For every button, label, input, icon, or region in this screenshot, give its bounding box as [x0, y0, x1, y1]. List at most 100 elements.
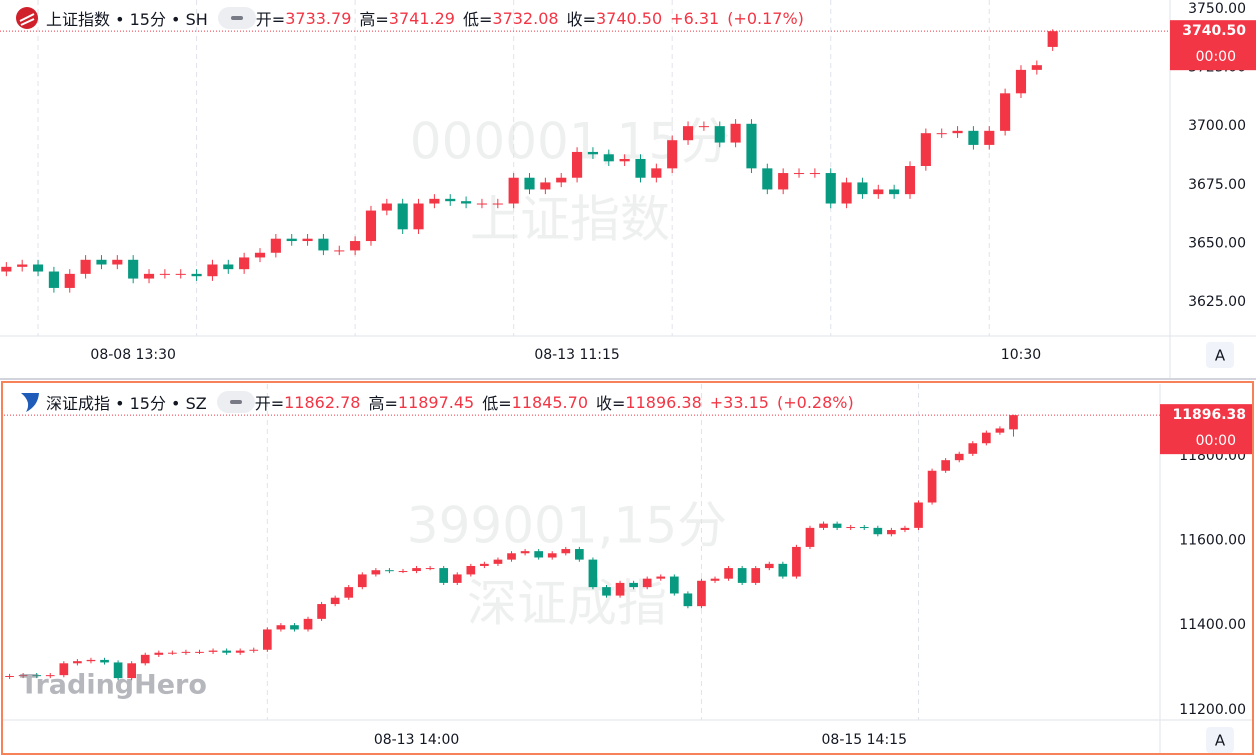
ohlc-value: 11896.38: [625, 392, 702, 412]
candle-body: [86, 659, 96, 662]
legend-header: 深证成指 • 15分 • SZ 开= 11862.78 高= 11897.45 低= 118…: [46, 391, 854, 413]
candle-body: [476, 203, 488, 205]
y-tick-label: 11200.00: [1179, 702, 1246, 718]
candle-body: [249, 649, 259, 651]
symbol-title: 深证成指 • 15分 • SZ: [46, 394, 207, 413]
candle-body: [64, 273, 75, 288]
candle-body: [698, 126, 709, 128]
candle-body: [425, 568, 435, 570]
candle-body: [914, 502, 923, 528]
candle-body: [493, 559, 503, 564]
candle-body: [452, 574, 462, 583]
candle-body: [412, 568, 421, 572]
watermark: 000001,15分: [410, 113, 730, 171]
candle-body: [113, 662, 123, 679]
candle-body: [357, 574, 367, 588]
ohlc-value: 11862.78: [284, 392, 361, 412]
candle-body: [195, 651, 204, 653]
candle-body: [524, 177, 535, 190]
auto-scale-button[interactable]: A: [1206, 342, 1234, 368]
candle-body: [48, 271, 59, 288]
candle-body: [1031, 65, 1042, 70]
legend-header: 上证指数 • 15分 • SH 开= 3733.79 高= 3741.29 低= 3732.…: [46, 7, 804, 29]
candle-body: [764, 563, 774, 569]
visibility-toggle[interactable]: [216, 391, 255, 413]
candle-body: [1, 266, 12, 272]
candle-body: [445, 198, 456, 202]
candle-body: [714, 126, 725, 143]
candle-body: [778, 563, 788, 577]
candle-body: [181, 651, 191, 653]
candle-body: [100, 659, 109, 663]
change-value: +6.31: [670, 8, 720, 28]
candle-body: [936, 133, 947, 135]
ohlc-value: 3732.08: [492, 8, 559, 28]
auto-scale-button[interactable]: A: [1206, 727, 1234, 753]
candle-body: [920, 133, 931, 167]
ohlc-label: 收=: [596, 394, 626, 413]
candle-body: [968, 443, 978, 454]
candle-body: [159, 273, 170, 275]
last-price-box: [1170, 20, 1256, 71]
candle-body: [619, 158, 630, 162]
candle-body: [262, 629, 272, 650]
candle-body: [667, 140, 678, 169]
candle-body: [507, 553, 516, 560]
candle-body: [96, 259, 107, 265]
x-tick-label: 08-08 13:30: [90, 347, 175, 363]
candle-body: [792, 546, 801, 577]
x-tick-label: 08-13 11:15: [534, 347, 619, 363]
change-percent: (+0.17%): [727, 8, 804, 28]
candle-body: [154, 652, 164, 655]
symbol-icon-mark: [19, 13, 35, 26]
candle-body: [398, 571, 408, 573]
candle-body: [873, 189, 884, 195]
candle-body: [270, 238, 281, 253]
candle-body: [365, 210, 377, 242]
candle-body: [575, 549, 584, 560]
candle-body: [32, 675, 42, 677]
candle-body: [223, 264, 234, 270]
change-value: +33.15: [709, 392, 769, 412]
candle-body: [642, 578, 652, 588]
last-price-box: [1160, 404, 1252, 455]
candle-body: [809, 173, 820, 175]
active-pane-border: [1, 381, 1254, 755]
candle-body: [5, 675, 14, 677]
candle-body: [995, 428, 1005, 433]
candle-body: [276, 625, 286, 630]
candle-body: [461, 201, 472, 204]
change-percent: (+0.28%): [776, 392, 854, 412]
candle-body: [954, 453, 964, 461]
y-tick-label: 3700.00: [1188, 118, 1246, 134]
candle-body: [168, 652, 177, 654]
y-tick-label: 3625.00: [1188, 294, 1246, 310]
ohlc-label: 高=: [359, 10, 389, 29]
auto-scale-button-bg: [1206, 727, 1234, 753]
candle-body: [984, 130, 995, 145]
candle-body: [832, 523, 842, 528]
candle-body: [59, 663, 69, 676]
x-tick-label: 08-13 14:00: [374, 732, 459, 748]
candle-body: [344, 587, 354, 598]
candle-body: [1000, 93, 1011, 131]
y-tick-label: 3675.00: [1188, 177, 1246, 193]
candle-body: [317, 604, 326, 619]
visibility-toggle[interactable]: [217, 7, 256, 29]
x-tick-label: 10:30: [1001, 347, 1041, 363]
ohlc-label: 高=: [368, 394, 398, 413]
candle-body: [656, 576, 666, 579]
candle-body: [330, 597, 340, 605]
candle-body: [547, 553, 557, 558]
candle-body: [556, 177, 567, 183]
candle-body: [254, 252, 266, 258]
candle-body: [952, 130, 963, 134]
candle-body: [859, 527, 869, 529]
candle-body: [697, 580, 706, 607]
candle-body: [207, 264, 218, 277]
candle-body: [239, 257, 250, 270]
candle-body: [793, 173, 805, 175]
candle-body: [927, 470, 937, 503]
candle-body: [1009, 415, 1018, 430]
